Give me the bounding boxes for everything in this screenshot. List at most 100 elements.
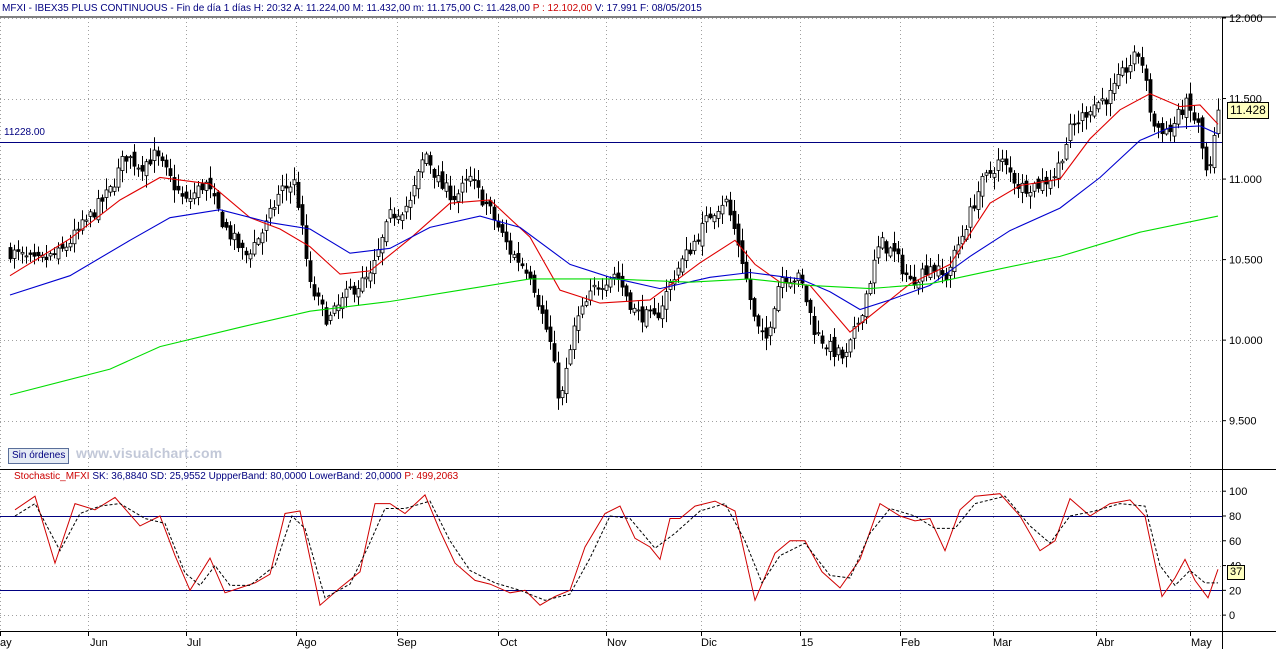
candle-body xyxy=(472,179,477,181)
oscillator-last-value: 37 xyxy=(1230,566,1243,578)
candle-body xyxy=(660,305,665,320)
candle-body xyxy=(64,246,69,251)
candle-body xyxy=(432,169,437,178)
candle-body xyxy=(300,204,305,226)
candle-body xyxy=(344,288,349,298)
volume-value: V: 17.991 xyxy=(594,3,638,14)
candle-body xyxy=(1184,97,1189,118)
candle-body xyxy=(356,288,361,298)
candle-body xyxy=(532,274,537,293)
candle-body xyxy=(124,156,129,162)
price-tick-label: 9.500 xyxy=(1229,416,1257,428)
ma-line-fast xyxy=(9,93,1219,333)
last-price-value: 11.428 xyxy=(1230,103,1266,117)
candle-body xyxy=(100,197,105,202)
candle-body xyxy=(172,177,177,191)
time-tick-label: Abr xyxy=(1097,637,1114,649)
candle-body xyxy=(676,267,681,276)
candle-body xyxy=(528,271,533,279)
oscillator-info-bar: Stochastic_MFXI SK: 36,8840 SD: 25,9552 … xyxy=(14,470,459,483)
candle-body xyxy=(812,315,817,335)
candle-body xyxy=(1200,117,1205,149)
candle-body xyxy=(1140,57,1145,66)
candle-body xyxy=(452,195,457,201)
candle-body xyxy=(464,178,469,181)
candle-body xyxy=(116,167,121,188)
candle-body xyxy=(1008,167,1013,173)
candle-body xyxy=(940,270,945,275)
osc-tick-label: 80 xyxy=(1229,511,1241,523)
candle-body xyxy=(1120,67,1125,76)
candle-body xyxy=(56,247,61,260)
osc-tick-label: 100 xyxy=(1229,486,1247,498)
candle-body xyxy=(588,290,593,301)
candle-body xyxy=(308,260,313,282)
candle-body xyxy=(656,312,661,319)
candle-body xyxy=(1000,158,1005,163)
candle-body xyxy=(144,161,149,177)
candle-body xyxy=(748,278,753,301)
candle-body xyxy=(12,249,17,259)
open-value: A: 11.224,00 xyxy=(293,3,350,14)
candle-body xyxy=(1032,183,1037,192)
watermark: www.visualchart.com xyxy=(76,445,223,461)
candle-body xyxy=(756,315,761,327)
candle-body xyxy=(988,170,993,174)
candle-body xyxy=(536,294,541,307)
sk-value: SK: 36,8840 xyxy=(92,471,148,482)
candle-body xyxy=(968,206,973,228)
candle-body xyxy=(436,175,441,183)
candle-body xyxy=(648,309,653,312)
candle-body xyxy=(412,185,417,197)
close-value: C: 11.428,00 xyxy=(473,3,530,14)
candle-body xyxy=(772,308,777,329)
candle-body xyxy=(72,229,77,245)
candle-body xyxy=(708,213,713,219)
candle-body xyxy=(84,219,89,222)
candle-body xyxy=(1176,108,1181,125)
date-value: F: 08/05/2015 xyxy=(640,3,702,14)
oscillator-lines xyxy=(14,493,1219,607)
candle-body xyxy=(604,284,609,291)
orders-button[interactable]: Sin órdenes xyxy=(8,448,70,464)
p-value: P : 12.102,00 xyxy=(532,3,593,14)
candle-body xyxy=(152,149,157,161)
candle-body xyxy=(792,280,797,283)
candle-body xyxy=(768,326,773,337)
candle-body xyxy=(92,212,97,218)
candle-body xyxy=(236,233,241,249)
candle-body xyxy=(52,253,57,256)
candle-body xyxy=(112,186,117,192)
candle-body xyxy=(444,182,449,192)
time-tick-label: Jun xyxy=(90,637,108,649)
oscillator-axis: 100806040200 xyxy=(1222,486,1247,622)
candle-body xyxy=(252,242,257,255)
candle-body xyxy=(1188,93,1193,111)
candle-body xyxy=(872,259,877,284)
candle-body xyxy=(524,269,529,274)
candle-body xyxy=(1048,180,1053,189)
candle-body xyxy=(1144,68,1149,81)
candle-body xyxy=(416,170,421,190)
candle-body xyxy=(608,278,613,288)
candle-body xyxy=(32,252,37,257)
candle-body xyxy=(1124,67,1129,73)
candle-body xyxy=(712,215,717,223)
lower-band-value: LowerBand: 20,0000 xyxy=(309,471,402,482)
candle-body xyxy=(776,286,781,311)
candle-body xyxy=(544,309,549,330)
candle-body xyxy=(1024,180,1029,194)
main-grid xyxy=(0,18,1222,469)
candle-body xyxy=(364,276,369,280)
price-tick-label: 12.000 xyxy=(1229,13,1263,25)
candle-body xyxy=(460,182,465,193)
low-value: m: 11.175,00 xyxy=(412,3,471,14)
candle-body xyxy=(1148,79,1153,113)
candle-body xyxy=(1056,162,1061,179)
price-tick-label: 10.000 xyxy=(1229,335,1263,347)
moving-averages xyxy=(9,93,1219,396)
candle-body xyxy=(408,199,413,208)
candle-body xyxy=(952,249,957,272)
candle-body xyxy=(1076,122,1081,125)
